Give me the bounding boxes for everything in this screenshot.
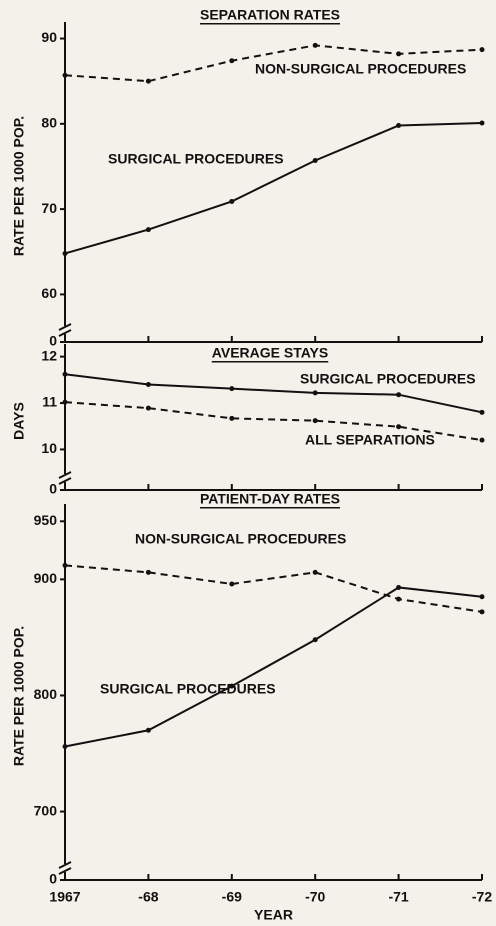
y-axis-label: RATE PER 1000 POP. xyxy=(11,626,27,766)
data-point xyxy=(62,72,68,78)
data-point xyxy=(312,390,318,396)
data-point xyxy=(396,392,402,398)
data-point xyxy=(479,120,485,126)
series-label: NON-SURGICAL PROCEDURES xyxy=(255,61,466,77)
x-axis-label: YEAR xyxy=(254,907,293,923)
data-point xyxy=(479,437,485,443)
data-point xyxy=(396,51,402,57)
data-point xyxy=(62,371,68,377)
y-tick-label: 700 xyxy=(34,802,58,818)
data-point xyxy=(145,78,151,84)
data-point xyxy=(479,409,485,415)
y-tick-label: 0 xyxy=(49,333,57,349)
axis-break xyxy=(58,477,72,485)
data-point xyxy=(312,418,318,424)
data-point xyxy=(312,42,318,48)
data-point xyxy=(229,415,235,421)
series-line xyxy=(64,564,483,613)
x-tick-label: 1967 xyxy=(49,889,80,905)
x-tick-label: -70 xyxy=(305,889,325,905)
data-point xyxy=(145,227,151,233)
data-point xyxy=(396,123,402,129)
series-line xyxy=(64,121,483,255)
data-point xyxy=(312,637,318,643)
y-axis-label: RATE PER 1000 POP. xyxy=(11,116,27,256)
chart-title: AVERAGE STAYS xyxy=(212,345,328,361)
y-tick-label: 80 xyxy=(41,115,57,131)
data-point xyxy=(229,58,235,64)
series-line xyxy=(64,373,483,414)
data-point xyxy=(62,562,68,568)
data-point xyxy=(62,399,68,405)
data-point xyxy=(145,405,151,411)
data-point xyxy=(145,727,151,733)
series-line xyxy=(64,401,483,442)
axis-break xyxy=(58,471,72,479)
data-point xyxy=(229,386,235,392)
series-line xyxy=(64,586,483,748)
x-tick-label: -69 xyxy=(222,889,242,905)
data-point xyxy=(312,569,318,575)
y-axis-label: DAYS xyxy=(11,402,27,440)
data-point xyxy=(396,596,402,602)
series-line xyxy=(64,44,483,83)
series-label: SURGICAL PROCEDURES xyxy=(108,151,284,167)
y-tick-label: 70 xyxy=(41,200,57,216)
y-tick-label: 900 xyxy=(34,570,58,586)
series-label: SURGICAL PROCEDURES xyxy=(100,681,276,697)
x-tick-label: -72 xyxy=(472,889,492,905)
chart-title: PATIENT-DAY RATES xyxy=(200,491,340,507)
y-tick-label: 12 xyxy=(41,347,57,363)
y-tick-label: 60 xyxy=(41,285,57,301)
y-tick-label: 10 xyxy=(41,440,57,456)
data-point xyxy=(62,250,68,256)
data-point xyxy=(396,584,402,590)
axis-break xyxy=(58,867,72,875)
x-tick-label: -71 xyxy=(388,889,408,905)
data-point xyxy=(312,158,318,163)
series-label: ALL SEPARATIONS xyxy=(305,432,435,448)
y-tick-label: 11 xyxy=(42,394,57,410)
data-point xyxy=(479,47,485,53)
axis-break xyxy=(58,323,72,331)
series-label: NON-SURGICAL PROCEDURES xyxy=(135,531,346,547)
chart-title: SEPARATION RATES xyxy=(200,7,340,23)
y-tick-label: 800 xyxy=(34,686,58,702)
data-point xyxy=(229,198,235,204)
axis-break xyxy=(58,329,72,337)
series-label: SURGICAL PROCEDURES xyxy=(300,371,476,387)
data-point xyxy=(229,581,235,587)
y-tick-label: 0 xyxy=(49,871,57,887)
x-tick-label: -68 xyxy=(138,889,158,905)
data-point xyxy=(479,609,485,615)
data-point xyxy=(62,744,68,750)
axis-break xyxy=(58,861,72,869)
data-point xyxy=(396,424,402,430)
data-point xyxy=(145,569,151,575)
data-point xyxy=(145,381,151,387)
y-tick-label: 90 xyxy=(41,29,57,45)
data-point xyxy=(229,683,235,689)
y-tick-label: 0 xyxy=(49,481,57,497)
data-point xyxy=(479,594,485,600)
y-tick-label: 950 xyxy=(34,512,58,528)
